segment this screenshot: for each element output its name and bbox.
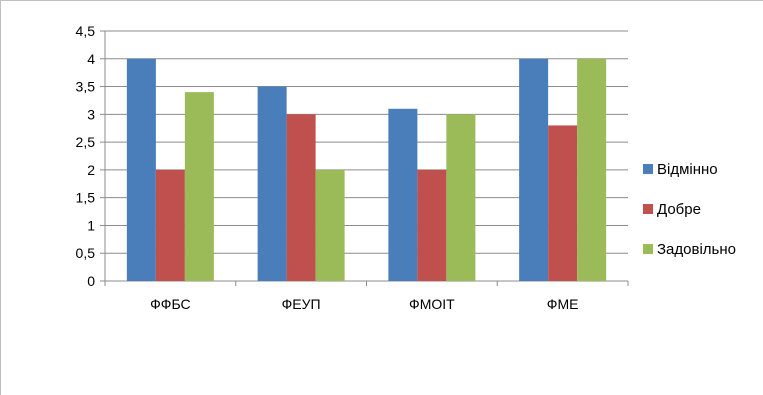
legend-item: Відмінно	[643, 160, 736, 178]
legend-label: Добре	[657, 200, 701, 218]
bar-ФЕУП-Добре	[286, 114, 316, 281]
x-category-label: ФМЕ	[547, 296, 579, 312]
bar-ФФБС-Відмінно	[126, 58, 156, 282]
x-axis: ФФБС ФЕУП ФМОІТ ФМЕ	[104, 281, 629, 312]
y-tick-label: 4	[87, 51, 95, 67]
x-category-label: ФФБС	[150, 296, 190, 312]
x-category-label: ФЕУП	[282, 296, 321, 312]
y-axis: 0 0,5 1 1,5 2 2,5 3 3,5 4 4,5	[76, 23, 106, 289]
bar-ФМОІТ-Добре	[417, 169, 447, 281]
bar-ФМОІТ-Відмінно	[388, 108, 418, 282]
y-tick-label: 4,5	[76, 23, 96, 39]
bar-ФЕУП-Відмінно	[257, 86, 287, 281]
legend-swatch	[643, 204, 653, 214]
y-tick-label: 3,5	[76, 79, 96, 95]
bar-ФМЕ-Добре	[548, 125, 578, 281]
legend: Відмінно Добре Задовільно	[643, 160, 736, 280]
bar-ФФБС-Задовільно	[184, 92, 214, 281]
bar-ФЕУП-Задовільно	[315, 169, 345, 281]
legend-swatch	[643, 164, 653, 174]
bar-ФМОІТ-Задовільно	[446, 114, 476, 281]
x-category-label: ФМОІТ	[409, 296, 455, 312]
legend-item: Задовільно	[643, 240, 736, 258]
y-tick-label: 1,5	[76, 190, 96, 206]
legend-item: Добре	[643, 200, 736, 218]
bar-ФМЕ-Відмінно	[519, 58, 549, 282]
y-tick-label: 2	[87, 162, 95, 178]
y-tick-label: 1	[87, 217, 95, 233]
y-tick-label: 3	[87, 106, 95, 122]
y-tick-label: 0	[87, 273, 95, 289]
y-tick-label: 0,5	[76, 245, 96, 261]
bar-ФМЕ-Задовільно	[577, 58, 607, 282]
legend-swatch	[643, 244, 653, 254]
bars	[126, 58, 607, 282]
bar-ФФБС-Добре	[155, 169, 185, 281]
y-tick-label: 2,5	[76, 134, 96, 150]
legend-label: Задовільно	[657, 240, 736, 258]
legend-label: Відмінно	[657, 160, 718, 178]
